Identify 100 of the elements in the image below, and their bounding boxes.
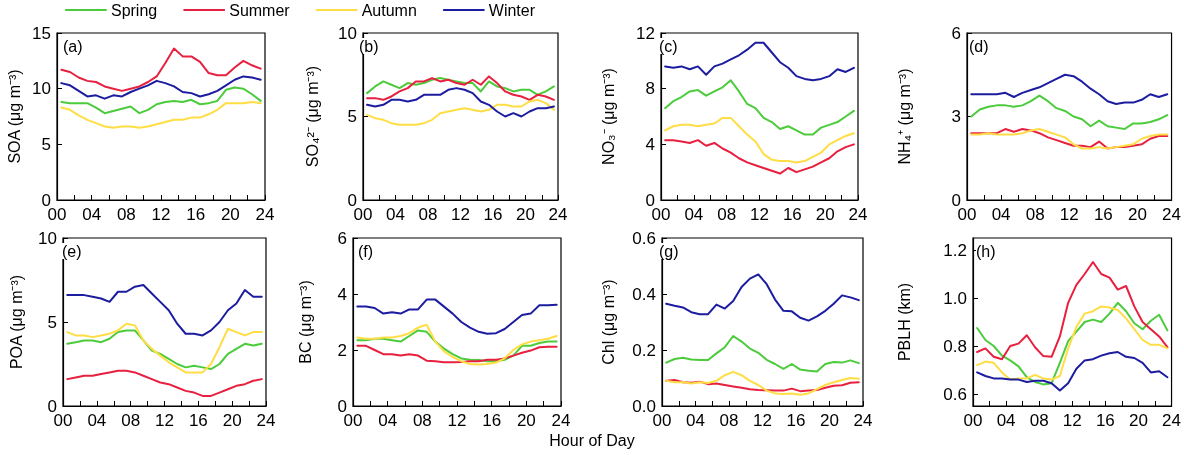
line-series — [356, 344, 558, 364]
line-series — [60, 86, 262, 115]
line-series — [665, 335, 860, 373]
x-tick-label: 00 — [343, 411, 363, 430]
x-tick-label: 24 — [853, 411, 873, 430]
x-tick-label: 00 — [957, 205, 977, 224]
y-tick-label: 0.6 — [632, 228, 656, 248]
line-series — [665, 370, 860, 396]
y-tick-label: 5 — [347, 107, 357, 126]
x-tick-label: 04 — [87, 411, 107, 430]
x-tick-label: 16 — [1093, 205, 1113, 224]
x-tick-label: 04 — [386, 205, 405, 224]
x-tick-label: 20 — [815, 205, 835, 224]
line-series — [66, 329, 263, 371]
line-series — [664, 79, 855, 136]
line-series — [366, 75, 555, 101]
y-axis-title: NO₃⁻ (μg m⁻³) — [599, 68, 617, 165]
line-series — [664, 139, 855, 175]
y-axis-title: PBLH (km) — [895, 282, 913, 362]
x-tick-label: 24 — [1162, 411, 1182, 430]
y-tick-label: 10 — [38, 228, 57, 248]
line-series — [60, 75, 262, 100]
y-tick-label: 15 — [32, 23, 51, 43]
x-tick-label: 04 — [996, 411, 1016, 430]
x-tick-label: 12 — [155, 411, 174, 430]
annotation: (a) — [63, 37, 83, 55]
legend-label: Autumn — [361, 1, 417, 19]
x-tick-label: 20 — [516, 411, 536, 430]
annotation: (e) — [62, 242, 82, 260]
line-series — [366, 98, 555, 126]
line-series — [66, 369, 263, 397]
y-tick-label: 2 — [337, 340, 347, 360]
y-tick-label: 8 — [645, 79, 655, 99]
line-series — [665, 273, 860, 322]
y-axis-title: SOA (μg m⁻³) — [5, 69, 23, 164]
line-series — [366, 77, 555, 96]
legend-label: Winter — [488, 1, 536, 19]
x-tick-label: 12 — [1059, 205, 1079, 224]
x-tick-label: 16 — [1095, 411, 1115, 430]
line-series — [970, 128, 1169, 150]
x-tick-label: 12 — [753, 411, 772, 430]
x-tick-label: 20 — [1127, 205, 1147, 224]
line-series — [356, 298, 558, 335]
y-tick-label: 0.6 — [943, 384, 967, 404]
y-tick-label: 4 — [337, 284, 347, 304]
y-tick-label: 5 — [41, 134, 51, 154]
annotation: (b) — [359, 37, 379, 55]
line-series — [60, 101, 262, 129]
line-series — [356, 323, 558, 366]
x-tick-label: 08 — [412, 411, 432, 430]
x-tick-label: 00 — [353, 205, 373, 224]
y-tick-label: 10 — [338, 23, 357, 43]
x-tick-label: 24 — [255, 205, 275, 224]
x-tick-label: 16 — [188, 411, 208, 430]
x-tick-label: 00 — [963, 411, 983, 430]
y-tick-label: 0.4 — [632, 284, 656, 304]
x-tick-label: 08 — [1025, 205, 1045, 224]
x-tick-label: 00 — [652, 411, 672, 430]
x-tick-label: 08 — [1029, 411, 1049, 430]
x-tick-label: 04 — [378, 411, 398, 430]
line-series — [976, 351, 1169, 392]
y-tick-label: 1.0 — [943, 288, 967, 308]
x-tick-label: 24 — [551, 411, 571, 430]
x-tick-label: 20 — [1128, 411, 1148, 430]
y-axis-title: BC (μg m⁻³) — [296, 280, 314, 364]
line-series — [970, 73, 1169, 105]
x-tick-label: 16 — [483, 205, 503, 224]
x-tick-label: 00 — [651, 205, 671, 224]
y-axis-title: POA (μg m⁻³) — [7, 274, 25, 370]
x-tick-label: 04 — [82, 205, 102, 224]
x-tick-label: 08 — [121, 411, 141, 430]
x-tick-label: 04 — [991, 205, 1011, 224]
y-tick-label: 12 — [636, 23, 655, 43]
x-tick-label: 12 — [447, 411, 467, 430]
x-tick-label: 08 — [418, 205, 438, 224]
x-tick-label: 00 — [47, 205, 67, 224]
y-tick-label: 3 — [951, 107, 961, 126]
annotation: (g) — [659, 242, 679, 260]
annotation: (h) — [976, 242, 996, 260]
x-tick-label: 20 — [220, 205, 240, 224]
x-tick-label: 16 — [482, 411, 502, 430]
y-tick-label: 6 — [951, 23, 961, 43]
y-tick-label: 10 — [32, 79, 51, 99]
x-tick-label: 16 — [786, 411, 806, 430]
line-series — [66, 284, 263, 337]
x-tick-label: 12 — [750, 205, 769, 224]
x-tick-label: 12 — [1062, 411, 1082, 430]
annotation: (d) — [969, 37, 989, 55]
x-tick-label: 24 — [1162, 205, 1182, 224]
annotation: (f) — [358, 242, 374, 260]
x-tick-label: 08 — [116, 205, 136, 224]
legend-label: Spring — [110, 1, 158, 19]
x-tick-label: 00 — [53, 411, 73, 430]
x-tick-label: 04 — [684, 205, 704, 224]
y-axis-title: SO₄²⁻ (μg m⁻³) — [303, 65, 321, 168]
x-tick-label: 20 — [820, 411, 839, 430]
y-tick-label: 4 — [645, 134, 655, 154]
annotation: (c) — [659, 37, 678, 55]
x-tick-label: 12 — [451, 205, 470, 224]
x-tick-label: 24 — [848, 205, 868, 224]
